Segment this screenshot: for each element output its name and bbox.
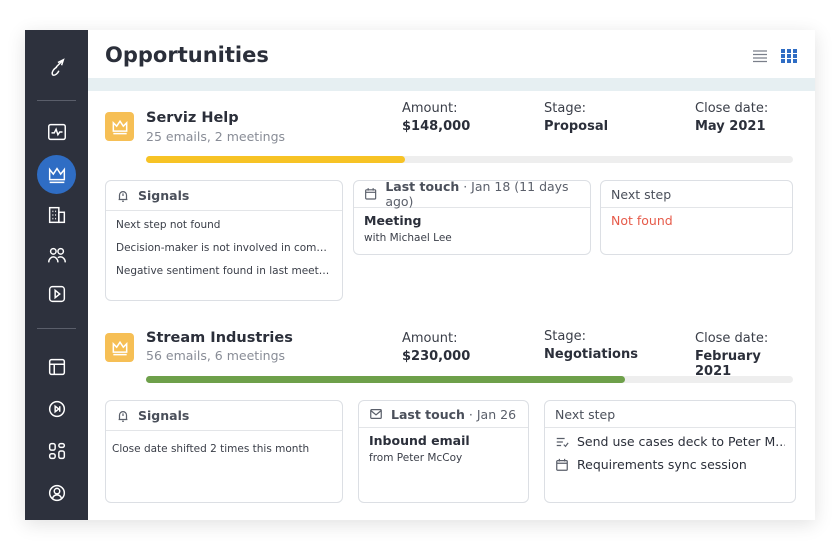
next-step-item[interactable]: Send use cases deck to Peter M... (555, 434, 785, 449)
touch-type: Inbound email (369, 433, 470, 448)
close-value: May 2021 (695, 119, 766, 134)
amount-value: $230,000 (402, 349, 471, 364)
list-view-icon[interactable] (752, 48, 768, 64)
last-touch-date: · Jan 26 (464, 406, 517, 422)
app-window: Opportunities Serviz Help 25 emails, 2 m… (25, 30, 815, 520)
stage-label: Stage: (544, 101, 586, 116)
close-value: February 2021 (695, 349, 761, 379)
progress-fill (146, 156, 405, 163)
opportunity-sub: 56 emails, 6 meetings (146, 348, 286, 363)
close-label: Close date: (695, 331, 769, 346)
bell-icon (118, 190, 128, 202)
card-title: Last touch (385, 179, 460, 194)
signal-item: Close date shifted 2 times this month (112, 443, 310, 455)
stage-label: Stage: (544, 329, 586, 344)
signals-card: Signals Next step not found Decision-mak… (105, 180, 343, 301)
signals-card: Signals Close date shifted 2 times this … (105, 400, 343, 503)
page-title: Opportunities (105, 43, 269, 67)
opportunity-sub: 25 emails, 2 meetings (146, 129, 286, 144)
next-step-item[interactable]: Requirements sync session (555, 457, 785, 472)
task-list-icon (556, 437, 569, 447)
user-icon[interactable] (37, 473, 76, 512)
next-step-text: Send use cases deck to Peter M... (577, 434, 785, 449)
logo-icon[interactable] (37, 48, 76, 87)
progress-bar (146, 376, 793, 383)
next-step-text: Requirements sync session (577, 457, 747, 472)
card-title: Next step (555, 406, 616, 422)
card-title: Signals (138, 188, 190, 203)
play-icon[interactable] (37, 274, 76, 313)
amount-value: $148,000 (402, 119, 471, 134)
activity-icon[interactable] (37, 112, 76, 151)
bell-icon (118, 410, 128, 422)
stage-value: Negotiations (544, 347, 638, 362)
last-touch-date: · Jan 18 (11 days ago) (385, 179, 569, 209)
progress-fill (146, 376, 625, 383)
signal-item: Next step not found (116, 219, 221, 231)
building-icon[interactable] (37, 195, 76, 234)
header: Opportunities (88, 30, 815, 78)
card-title: Next step (611, 186, 672, 202)
stage-value: Proposal (544, 119, 609, 134)
next-step-card: Next step Send use cases deck to Peter M… (544, 400, 796, 503)
opportunity-name[interactable]: Stream Industries (146, 330, 293, 346)
signal-item: Negative sentiment found in last meeting… (116, 265, 332, 277)
card-title: Last touch (391, 406, 465, 422)
divider (37, 100, 76, 101)
crown-icon (105, 333, 134, 362)
divider (37, 328, 76, 329)
crown-icon (105, 112, 134, 141)
mail-icon (370, 409, 382, 419)
next-step-value: Not found (611, 213, 673, 228)
last-touch-card: Last touch · Jan 26 Inbound email from Pe… (358, 400, 529, 503)
touch-detail: from Peter McCoy (369, 452, 463, 464)
signal-item: Decision-maker is not involved in commu.… (116, 242, 332, 254)
apps-icon[interactable] (37, 431, 76, 470)
skip-icon[interactable] (37, 389, 76, 428)
header-strip (88, 78, 815, 91)
calendar-icon (365, 188, 377, 200)
card-title: Signals (138, 408, 190, 423)
people-icon[interactable] (37, 235, 76, 274)
sidebar (25, 30, 88, 520)
amount-label: Amount: (402, 101, 458, 116)
crown-icon[interactable] (37, 155, 76, 194)
close-label: Close date: (695, 101, 769, 116)
touch-type: Meeting (364, 213, 422, 228)
next-step-card: Next step Not found (600, 180, 793, 255)
calendar-icon (556, 458, 568, 471)
grid-view-icon[interactable] (781, 48, 797, 64)
layout-icon[interactable] (37, 347, 76, 386)
touch-detail: with Michael Lee (364, 232, 452, 244)
amount-label: Amount: (402, 331, 458, 346)
progress-bar (146, 156, 793, 163)
last-touch-card: Last touch · Jan 18 (11 days ago) Meetin… (353, 179, 591, 255)
opportunity-name[interactable]: Serviz Help (146, 110, 239, 126)
